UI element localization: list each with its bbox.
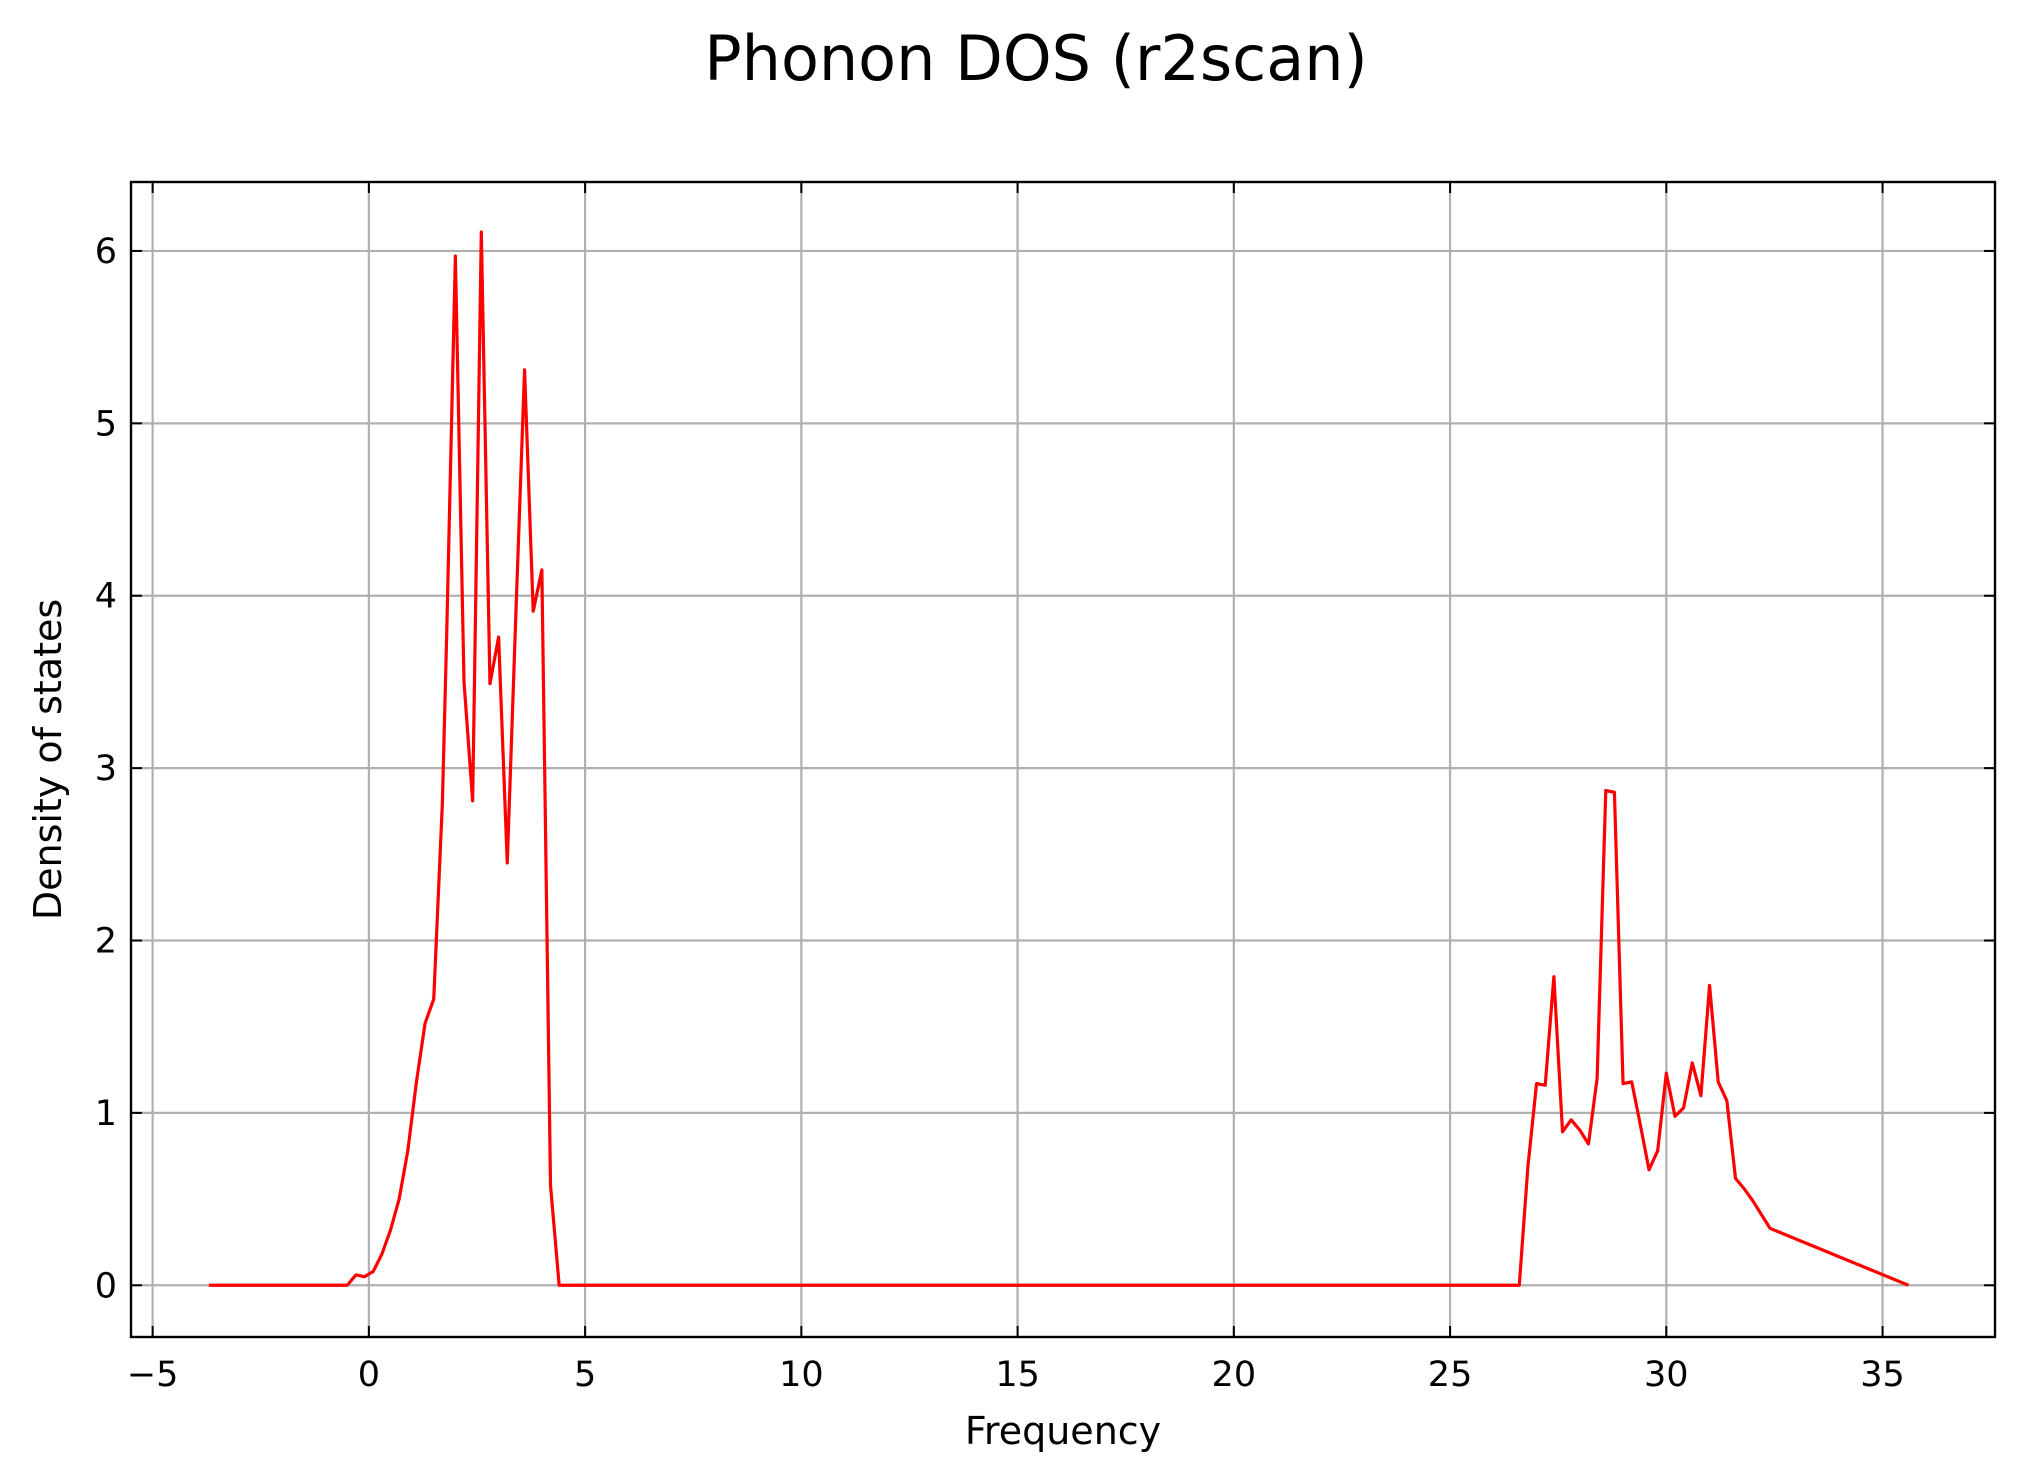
- series-line: [208, 230, 1910, 1287]
- y-tick-label: 2: [95, 922, 117, 962]
- x-tick-labels: −5 0 5 10 15 20 25 30 35: [127, 1355, 1905, 1395]
- y-axis-label: Density of states: [26, 599, 70, 920]
- y-tick-label: 0: [95, 1266, 117, 1306]
- x-tick-label: 0: [358, 1355, 380, 1395]
- x-tick-label: −5: [127, 1355, 179, 1395]
- x-tick-label: 30: [1644, 1355, 1689, 1395]
- x-tick-label: 25: [1428, 1355, 1473, 1395]
- y-tick-label: 6: [95, 232, 117, 272]
- ticks: [131, 182, 1995, 1337]
- y-tick-label: 1: [95, 1094, 117, 1134]
- chart-title: Phonon DOS (r2scan): [704, 22, 1367, 95]
- plot-frame: [129, 180, 1997, 1339]
- x-tick-label: 20: [1212, 1355, 1257, 1395]
- grid: [131, 182, 1995, 1337]
- y-tick-label: 4: [95, 577, 117, 617]
- x-axis-label: Frequency: [965, 1409, 1161, 1453]
- series-layer: [208, 230, 1910, 1287]
- y-tick-label: 3: [95, 749, 117, 789]
- x-tick-label: 10: [779, 1355, 824, 1395]
- y-tick-labels: 0 1 2 3 4 5 6: [95, 232, 117, 1306]
- x-tick-label: 5: [574, 1355, 596, 1395]
- x-tick-label: 15: [995, 1355, 1040, 1395]
- y-tick-label: 5: [95, 404, 117, 444]
- x-tick-label: 35: [1860, 1355, 1905, 1395]
